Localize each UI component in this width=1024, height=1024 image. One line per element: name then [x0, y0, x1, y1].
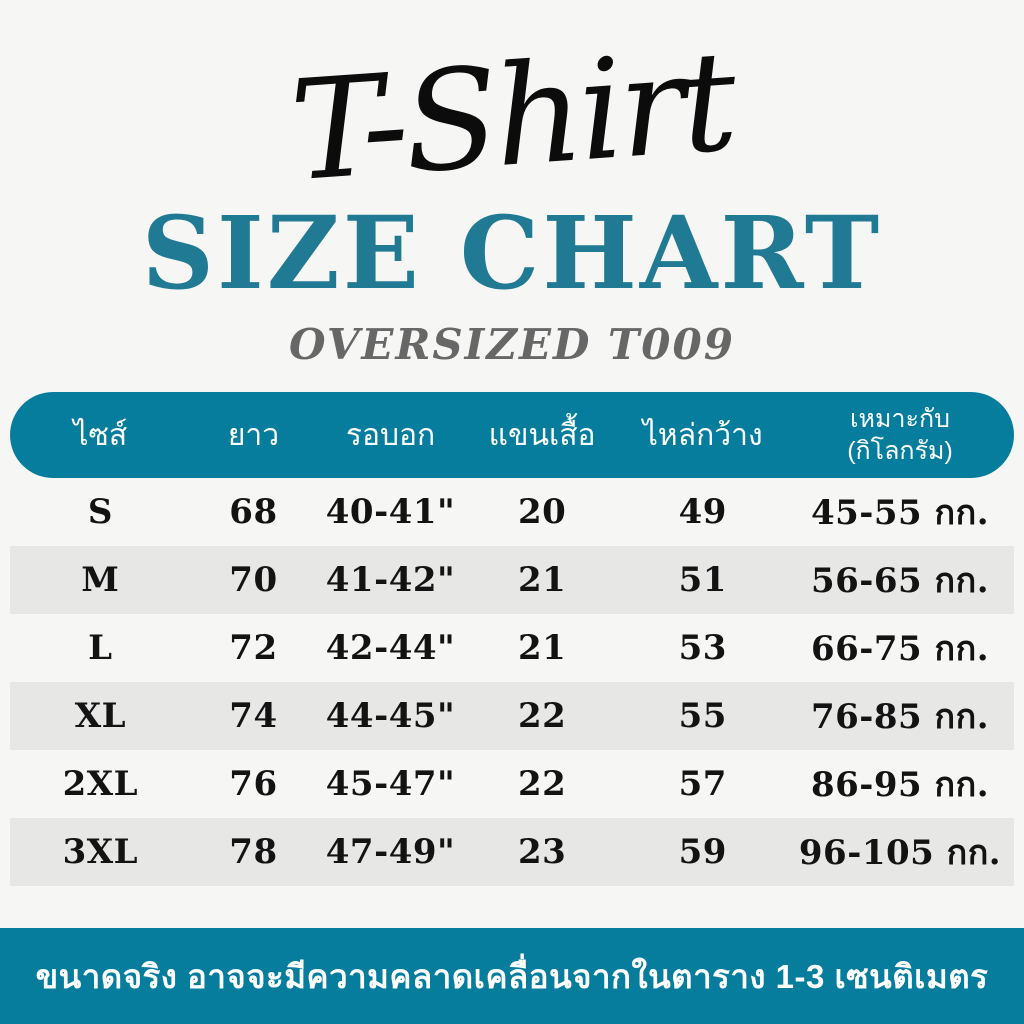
- cell-size: 3XL: [62, 832, 139, 872]
- table-row-l: L 72 42-44" 21 53 66-75 กก.: [10, 614, 1014, 682]
- cell-shoulder: 57: [678, 764, 727, 804]
- table-header-row: ไซส์ ยาว รอบอก แขนเสื้อ ไหล่กว้าง เหมาะก…: [10, 392, 1014, 478]
- cell-weight: 76-85 กก.: [810, 697, 990, 737]
- cell-weight: 45-55 กก.: [810, 493, 990, 533]
- cell-length: 78: [229, 832, 278, 872]
- column-header-fit-weight: เหมาะกับ (กิโลกรัม): [786, 403, 1014, 468]
- cell-chest: 45-47": [325, 764, 456, 804]
- cell-shoulder: 49: [678, 492, 727, 532]
- cell-chest: 44-45": [325, 696, 456, 736]
- table-row-2xl: 2XL 76 45-47" 22 57 86-95 กก.: [10, 750, 1014, 818]
- cell-sleeve: 22: [517, 696, 567, 736]
- cell-length: 68: [229, 492, 278, 532]
- cell-chest: 41-42": [325, 560, 456, 600]
- cell-chest: 42-44": [325, 628, 456, 668]
- column-header-fit-line1: เหมาะกับ: [850, 404, 950, 433]
- cell-sleeve: 22: [517, 764, 567, 804]
- column-header-sleeve: แขนเสื้อ: [488, 418, 596, 452]
- cell-chest: 40-41": [325, 492, 456, 532]
- column-header-size: ไซส์: [73, 418, 128, 452]
- cell-weight: 96-105 กก.: [798, 833, 1002, 873]
- cell-length: 72: [229, 628, 278, 668]
- footer-bar: ขนาดจริง อาจจะมีความคลาดเคลื่อนจากในตารา…: [0, 928, 1024, 1024]
- cell-length: 70: [229, 560, 278, 600]
- column-header-fit-line2: (กิโลกรัม): [847, 437, 953, 465]
- cell-sleeve: 21: [517, 560, 567, 600]
- table-row-m: M 70 41-42" 21 51 56-65 กก.: [10, 546, 1014, 614]
- column-header-length: ยาว: [227, 418, 280, 452]
- page-subtitle: OVERSIZED T009: [289, 320, 735, 369]
- table-row-xl: XL 74 44-45" 22 55 76-85 กก.: [10, 682, 1014, 750]
- cell-weight: 86-95 กก.: [810, 765, 990, 805]
- cell-sleeve: 21: [517, 628, 567, 668]
- cell-shoulder: 53: [678, 628, 727, 668]
- cell-size: M: [81, 560, 120, 600]
- cell-size: L: [88, 628, 113, 668]
- size-table: ไซส์ ยาว รอบอก แขนเสื้อ ไหล่กว้าง เหมาะก…: [10, 392, 1014, 886]
- table-row-3xl: 3XL 78 47-49" 23 59 96-105 กก.: [10, 818, 1014, 886]
- cell-shoulder: 59: [678, 832, 727, 872]
- cell-sleeve: 20: [517, 492, 567, 532]
- cell-size: S: [87, 492, 113, 532]
- page-title: SIZE CHART: [141, 194, 883, 312]
- cell-shoulder: 55: [678, 696, 727, 736]
- cell-length: 74: [229, 696, 278, 736]
- column-header-chest: รอบอก: [345, 418, 436, 452]
- cell-size: XL: [74, 696, 126, 736]
- cell-shoulder: 51: [678, 560, 727, 600]
- cell-chest: 47-49": [325, 832, 456, 872]
- cell-size: 2XL: [62, 764, 139, 804]
- cell-length: 76: [229, 764, 278, 804]
- tolerance-note: ขนาดจริง อาจจะมีความคลาดเคลื่อนจากในตารา…: [35, 957, 989, 995]
- cell-weight: 66-75 กก.: [810, 629, 990, 669]
- table-row-s: S 68 40-41" 20 49 45-55 กก.: [10, 478, 1014, 546]
- cell-weight: 56-65 กก.: [810, 561, 990, 601]
- cell-sleeve: 23: [517, 832, 567, 872]
- column-header-shoulder: ไหล่กว้าง: [642, 418, 763, 452]
